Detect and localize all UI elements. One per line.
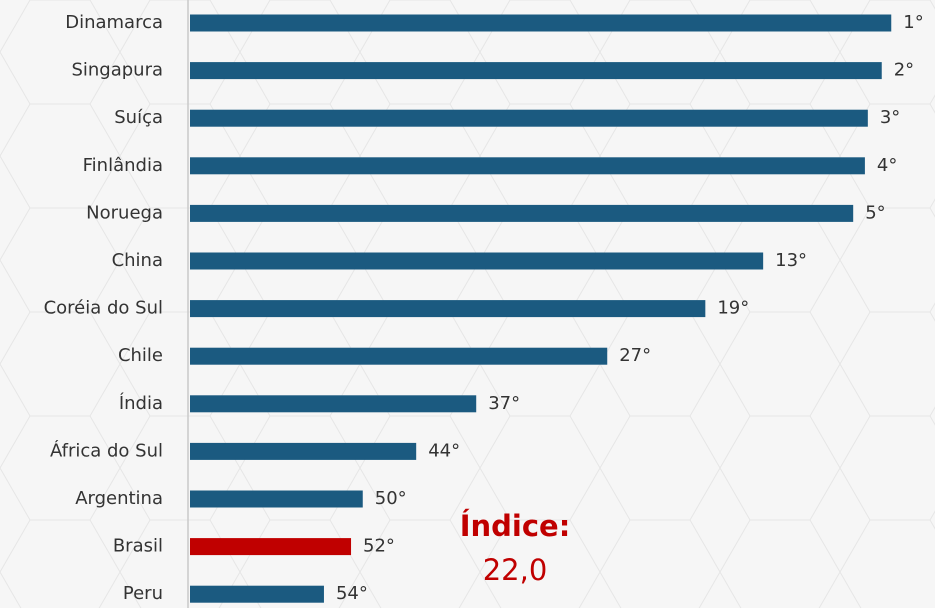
bar (190, 442, 417, 460)
bar (190, 300, 706, 318)
category-label: Peru (123, 583, 163, 604)
category-label: Argentina (75, 488, 163, 509)
rank-label: 2° (894, 60, 914, 81)
category-label: Brasil (113, 536, 163, 557)
rank-label: 37° (488, 393, 520, 414)
category-label: Chile (118, 345, 163, 366)
rank-label: 5° (865, 202, 885, 223)
bar (190, 14, 892, 32)
rank-label: 54° (336, 583, 368, 604)
rank-label: 1° (903, 12, 923, 33)
category-label: Finlândia (83, 155, 163, 176)
annotation-title: Índice: (460, 509, 571, 543)
bar (190, 109, 868, 127)
rank-label: 3° (880, 107, 900, 128)
bar (190, 490, 363, 508)
rank-label: 13° (775, 250, 807, 271)
category-label: África do Sul (50, 439, 163, 461)
category-label: Suíça (114, 107, 163, 128)
category-label: Singapura (71, 60, 163, 81)
category-label: Coréia do Sul (44, 298, 163, 319)
bar (190, 62, 882, 80)
bar (190, 157, 865, 175)
bar (190, 538, 352, 556)
rank-label: 27° (619, 345, 651, 366)
bar (190, 204, 854, 222)
rank-label: 44° (428, 440, 460, 461)
rank-label: 50° (375, 488, 407, 509)
rank-label: 4° (877, 155, 897, 176)
category-label: China (112, 250, 163, 271)
bar (190, 347, 608, 365)
rank-label: 19° (717, 298, 749, 319)
rank-label: 52° (363, 536, 395, 557)
bar (190, 585, 324, 603)
category-label: Índia (119, 392, 163, 414)
bar (190, 252, 764, 270)
bar (190, 395, 477, 413)
annotation-value: 22,0 (483, 553, 548, 587)
category-label: Dinamarca (65, 12, 163, 33)
category-label: Noruega (86, 202, 163, 223)
